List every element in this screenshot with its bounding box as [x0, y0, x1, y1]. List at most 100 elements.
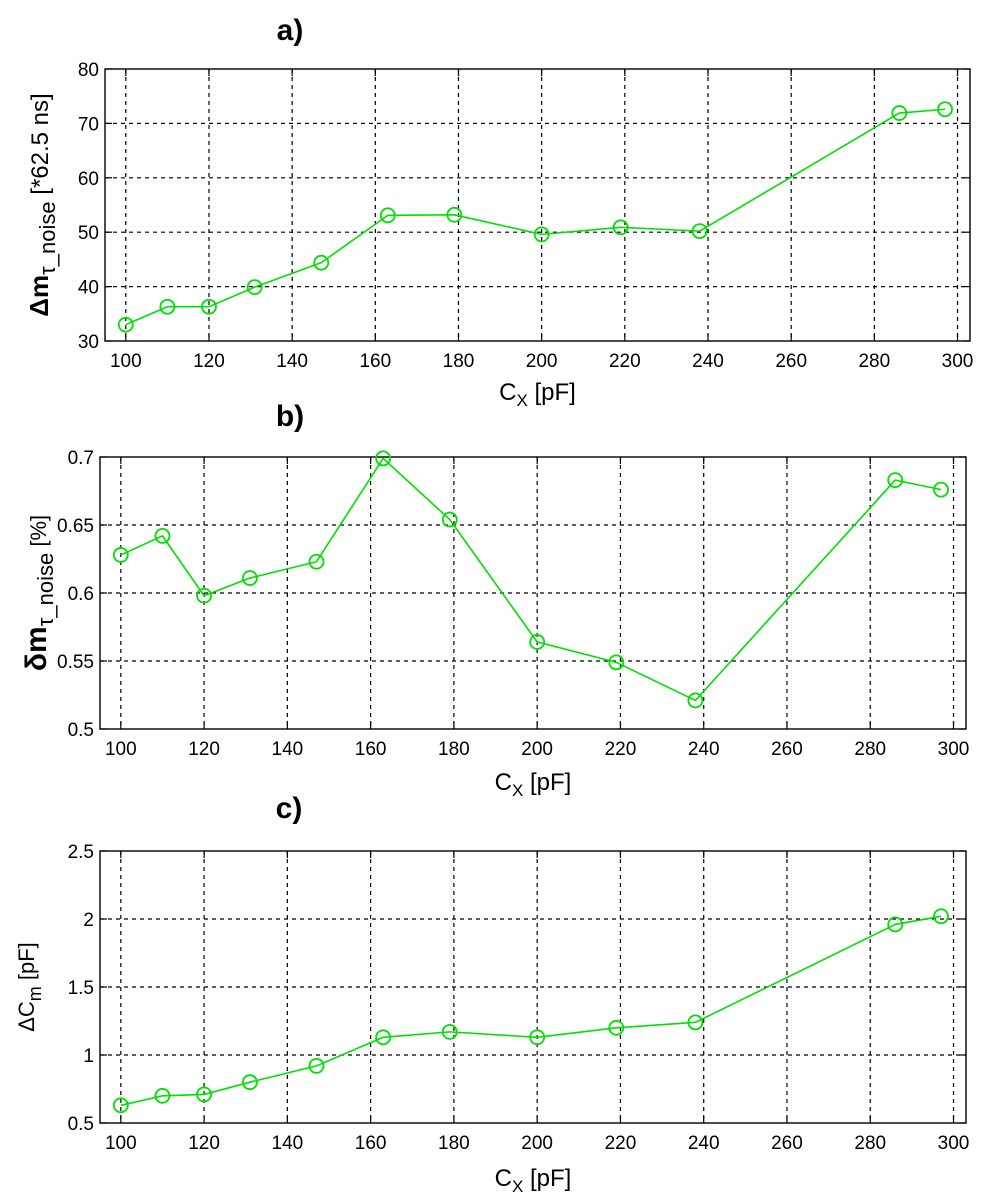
data-point	[241, 1074, 258, 1091]
x-tick-label: 260	[771, 739, 803, 760]
data-point	[441, 1023, 458, 1040]
data-point	[313, 254, 330, 271]
y-axis-label: δmτ_noise [%]	[20, 515, 58, 671]
data-point	[112, 547, 129, 563]
data-point	[154, 527, 171, 544]
x-tick-label: 120	[188, 1133, 220, 1154]
x-tick-label: 260	[771, 1133, 803, 1154]
data-point	[887, 472, 904, 489]
x-tick-label: 140	[276, 351, 308, 372]
data-point	[246, 279, 263, 296]
x-tick-label: 200	[526, 351, 558, 372]
y-tick-label: 0.7	[68, 448, 94, 469]
y-axis-label: ΔCm [pF]	[14, 942, 45, 1032]
data-point	[308, 1057, 325, 1074]
data-point	[691, 223, 708, 240]
x-tick-label: 100	[105, 739, 137, 760]
x-tick-label: 180	[443, 351, 475, 372]
chart-title: a)	[277, 14, 304, 47]
chart-panel-a: a) 100 120 140 160 180 200 220 240 260 280 300 30 40 5…	[24, 14, 973, 410]
chart-panel-b: b) 100 120 140 160 180 200 220 240 260 280 300 0.5 0.…	[20, 400, 969, 800]
x-tick-label: 160	[359, 351, 391, 372]
y-axis-label: Δmτ_noise [*62.5 ns]	[24, 93, 60, 316]
data-point	[937, 101, 953, 118]
y-tick-label: 70	[78, 114, 99, 135]
data-point	[117, 316, 134, 333]
data-point	[887, 916, 904, 933]
data-point	[196, 1086, 212, 1103]
y-tick-label: 0.5	[68, 1114, 94, 1135]
x-tick-label: 240	[692, 351, 724, 372]
data-point	[608, 1019, 625, 1036]
x-tick-label: 240	[688, 1133, 720, 1154]
data-point	[375, 1029, 392, 1046]
data-point	[612, 219, 629, 236]
x-tick-label: 260	[775, 351, 807, 372]
data-point	[529, 634, 546, 650]
chart-title: b)	[276, 400, 304, 433]
x-tick-label: 240	[688, 739, 720, 760]
x-axis-label: CX [pF]	[495, 1165, 572, 1196]
data-point	[891, 105, 908, 121]
chart-title: c)	[276, 792, 303, 825]
x-tick-label: 280	[854, 739, 886, 760]
y-tick-label: 50	[78, 223, 99, 244]
x-tick-label: 300	[938, 1133, 970, 1154]
x-tick-label: 100	[105, 1133, 137, 1154]
data-point	[112, 1097, 129, 1114]
data-point	[933, 481, 949, 498]
data-point	[241, 570, 258, 586]
y-tick-label: 0.65	[57, 516, 94, 537]
y-tick-label: 2	[83, 910, 94, 931]
x-tick-label: 220	[609, 351, 641, 372]
chart-panel-c: c) 100 120 140 160 180 200 220 240 260 280 300 0.5 1 1…	[14, 792, 969, 1196]
data-point	[159, 298, 176, 315]
y-tick-label: 2.5	[68, 842, 94, 863]
plot-frame	[104, 68, 971, 342]
series-line	[125, 108, 946, 326]
y-tick-label: 60	[78, 169, 99, 190]
data-point	[201, 298, 217, 315]
data-point	[154, 1087, 171, 1104]
data-point	[375, 450, 392, 467]
y-tick-label: 0.55	[57, 652, 94, 673]
x-tick-label: 300	[938, 739, 970, 760]
data-point	[933, 908, 949, 925]
x-tick-label: 140	[272, 739, 304, 760]
x-axis-label: CX [pF]	[495, 769, 572, 800]
y-tick-label: 0.6	[68, 584, 94, 605]
x-tick-label: 280	[858, 351, 890, 372]
x-tick-label: 200	[521, 739, 553, 760]
x-tick-label: 120	[193, 351, 225, 372]
data-point	[529, 1029, 546, 1046]
data-point	[379, 207, 396, 224]
series-line	[120, 915, 942, 1107]
y-tick-label: 80	[78, 60, 99, 81]
x-tick-label: 280	[854, 1133, 886, 1154]
data-point	[608, 654, 625, 671]
y-tick-label: 30	[78, 332, 99, 353]
series-line	[120, 457, 942, 702]
x-tick-label: 160	[355, 1133, 387, 1154]
x-tick-label: 220	[605, 739, 637, 760]
y-tick-label: 1.5	[68, 978, 94, 999]
data-point	[687, 1014, 704, 1031]
x-tick-label: 100	[110, 351, 142, 372]
x-tick-label: 180	[438, 739, 470, 760]
y-tick-label: 40	[78, 278, 99, 299]
data-point	[196, 587, 212, 604]
data-point	[687, 692, 704, 709]
y-tick-label: 1	[83, 1046, 94, 1067]
x-tick-label: 180	[438, 1133, 470, 1154]
x-tick-label: 200	[521, 1133, 553, 1154]
data-point	[441, 511, 458, 528]
x-tick-label: 300	[942, 351, 974, 372]
data-point	[308, 553, 325, 570]
x-axis-label: CX [pF]	[499, 379, 576, 410]
y-tick-label: 0.5	[68, 720, 94, 741]
data-point	[533, 226, 550, 243]
data-point	[446, 206, 463, 223]
x-tick-label: 120	[188, 739, 220, 760]
x-tick-label: 140	[272, 1133, 304, 1154]
